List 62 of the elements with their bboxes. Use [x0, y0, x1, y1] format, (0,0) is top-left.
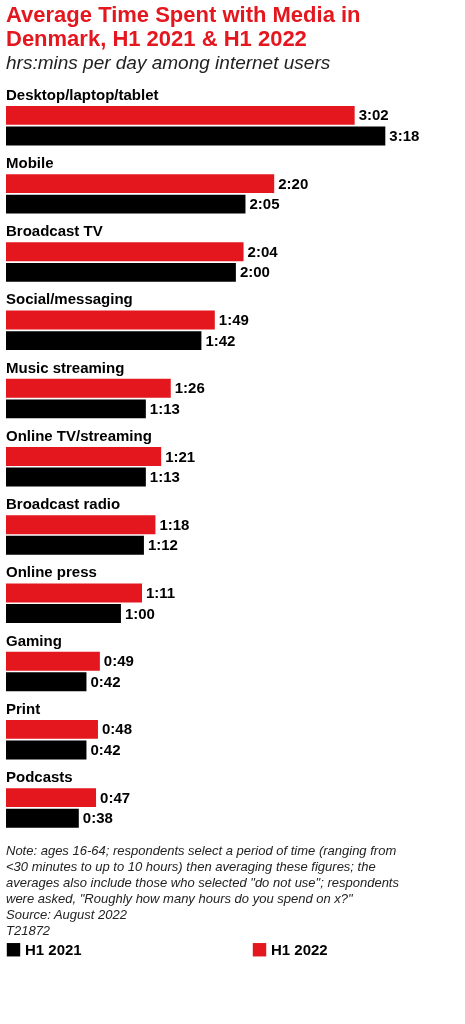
data-label: 1:13 [149, 468, 180, 486]
data-label: 0:48 [101, 720, 132, 738]
y-tick-label: Online press [6, 563, 97, 581]
bar [6, 672, 87, 692]
bar [6, 467, 146, 487]
bar [6, 447, 162, 466]
data-label: 0:42 [90, 740, 121, 758]
y-tick-label: Broadcast TV [6, 222, 103, 240]
bar [6, 194, 246, 214]
bar [6, 262, 236, 282]
data-label: 1:18 [159, 515, 190, 533]
bar [6, 242, 244, 262]
bar [6, 604, 121, 623]
y-tick-label: Online TV/streaming [6, 426, 152, 444]
source-note: Source: August 2022 [6, 907, 128, 922]
data-label: 2:05 [249, 195, 280, 213]
bar [6, 310, 215, 330]
data-label: 1:00 [124, 604, 155, 622]
legend-label: H1 2021 [25, 940, 82, 958]
bar [6, 105, 355, 125]
data-label: 1:49 [218, 311, 249, 329]
data-label: 1:26 [174, 379, 205, 397]
legend-label: H1 2022 [271, 940, 328, 958]
y-tick-label: Desktop/laptop/tablet [6, 85, 159, 103]
data-label: 1:12 [147, 536, 178, 554]
bar [6, 515, 156, 535]
data-label: 1:42 [205, 331, 236, 349]
y-tick-label: Music streaming [6, 358, 125, 376]
bar [6, 788, 97, 808]
data-label: 1:11 [146, 583, 176, 601]
bar [6, 740, 87, 760]
bar [6, 126, 386, 146]
text: T21872 [6, 923, 51, 938]
data-label: 0:47 [100, 788, 131, 806]
bar [6, 719, 98, 739]
y-tick-label: Broadcast radio [6, 495, 121, 513]
data-label: 1:13 [149, 399, 180, 417]
text: Note: ages 16-64; respondents select a period of time (ranging from <30 minutes to up to 10 hours) then averaging these figures; the averages also include those who selected "do not use"; respondents were asked, "Roughly how many hours do you spend on x?" [6, 843, 400, 906]
data-label: 1:21 [165, 447, 196, 465]
bar [6, 331, 202, 351]
data-label: 0:49 [103, 652, 134, 670]
bar [6, 174, 275, 194]
bar [6, 378, 171, 398]
data-label: 2:04 [247, 242, 279, 260]
y-tick-label: Gaming [6, 631, 62, 649]
bar [6, 651, 100, 671]
y-tick-label: Social/messaging [6, 290, 133, 308]
y-tick-label: Mobile [6, 154, 54, 172]
y-tick-label: Podcasts [6, 768, 73, 786]
data-label: 3:18 [389, 126, 420, 144]
chart-subtitle: hrs:mins per day among internet users [6, 52, 331, 73]
bar [6, 535, 144, 555]
data-label: 0:38 [82, 809, 113, 827]
y-tick-label: Print [6, 699, 41, 717]
bar [6, 583, 143, 603]
bar [6, 808, 79, 828]
data-label: 2:00 [239, 263, 270, 281]
data-label: 0:42 [90, 672, 121, 690]
data-label: 2:20 [278, 174, 309, 192]
data-label: 3:02 [358, 106, 389, 124]
chart-title: Average Time Spent with Media in Denmark, H1 2021 & H1 2022 [6, 2, 361, 51]
bar [6, 399, 146, 419]
